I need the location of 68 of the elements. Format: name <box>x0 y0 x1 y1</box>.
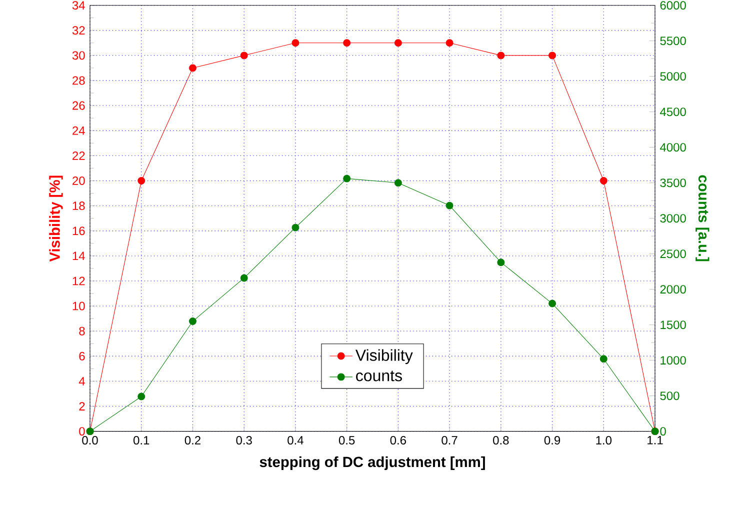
y2-tick-label: 4500 <box>660 108 686 116</box>
y-tick-label: 14 <box>72 252 85 260</box>
point <box>292 224 300 232</box>
x-axis-title: stepping of DC adjustment [mm] <box>260 456 485 470</box>
y2-tick-label: 2000 <box>660 285 686 294</box>
point <box>240 52 248 60</box>
y2-tick-label: 1500 <box>660 320 686 330</box>
point <box>548 52 556 60</box>
y-tick-label: 32 <box>72 26 85 35</box>
y2-tick-label: 5000 <box>660 72 686 81</box>
x-tick-label: 0.1 <box>133 436 150 445</box>
y-tick-label: 6 <box>79 352 85 360</box>
point <box>497 52 505 60</box>
x-tick-label: 0.3 <box>236 436 252 445</box>
x-tick-label: 0.8 <box>493 436 509 445</box>
point <box>138 177 146 184</box>
y-tick-label: 22 <box>72 151 85 160</box>
y2-tick-label: 1000 <box>660 356 686 365</box>
point <box>548 300 556 308</box>
y-tick-label: 18 <box>72 202 85 210</box>
y-tick-label: 30 <box>72 51 85 60</box>
y-tick-label: 4 <box>78 377 85 386</box>
y2-tick-label: 500 <box>660 392 680 400</box>
y-tick-label: 16 <box>72 226 85 236</box>
y-tick-label: 0 <box>79 427 85 436</box>
x-tick-label: 0.4 <box>288 436 304 445</box>
y2-tick-label: 4000 <box>660 143 686 152</box>
y-tick-label: 8 <box>79 326 85 336</box>
point <box>343 174 351 182</box>
y-tick-label: 20 <box>72 176 85 185</box>
x-tick-label: 0.6 <box>390 436 406 445</box>
point <box>600 355 608 363</box>
x-tick-label: 0.0 <box>82 436 98 445</box>
y2-tick-label: 2500 <box>660 250 686 258</box>
x-tick-label: 1.0 <box>596 436 612 445</box>
x-tick-label: 0.2 <box>184 436 200 445</box>
y2-tick-label: 5500 <box>660 36 686 46</box>
y-tick-label: 10 <box>72 302 85 310</box>
point <box>292 39 300 47</box>
y2-axis-title: counts [a.u.] <box>696 175 710 262</box>
y2-tick-label: 3500 <box>660 178 686 188</box>
x-tick-label: 0.9 <box>544 436 560 445</box>
point <box>138 392 146 400</box>
point <box>600 177 608 184</box>
point <box>446 202 454 210</box>
y-tick-label: 24 <box>72 126 85 135</box>
point <box>189 64 196 72</box>
y-tick-label: 26 <box>72 101 85 110</box>
point <box>189 318 196 326</box>
point <box>497 258 505 266</box>
y-axis-title: Visibility [%] <box>49 176 63 262</box>
point <box>446 39 454 47</box>
point <box>394 39 402 47</box>
y2-tick-label: 0 <box>660 427 666 436</box>
x-tick-label: 0.5 <box>338 436 355 445</box>
y2-tick-label: 3000 <box>660 214 686 223</box>
y2-tick-label: 6000 <box>660 1 686 10</box>
point <box>240 274 248 282</box>
x-tick-label: 0.7 <box>442 436 458 445</box>
y-tick-label: 12 <box>72 276 85 286</box>
y-tick-label: 28 <box>72 76 85 85</box>
legend-label: Visibility <box>355 349 413 364</box>
point <box>343 39 351 47</box>
y-tick-label: 2 <box>79 402 85 410</box>
legend-label: counts <box>356 370 402 382</box>
y-tick-label: 34 <box>72 1 85 10</box>
point <box>394 179 402 187</box>
x-tick-label: 1.1 <box>648 436 663 444</box>
